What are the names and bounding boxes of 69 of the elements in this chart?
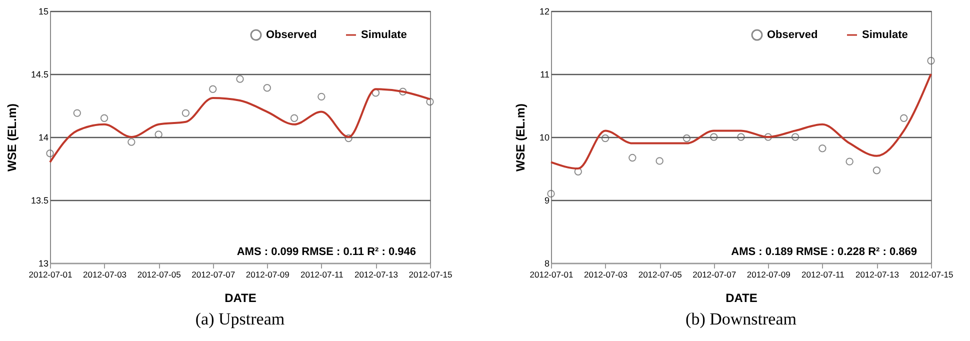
point: [927, 56, 935, 65]
y-tick-label: 11: [540, 70, 550, 80]
point: [900, 114, 908, 122]
y-tick-label: 12: [539, 6, 550, 16]
point: [209, 85, 217, 93]
point: [182, 109, 190, 117]
x-tick-label: 2012-07-03: [83, 270, 127, 280]
point: [547, 190, 555, 198]
y-tick-label: 8: [544, 258, 550, 268]
point: [872, 166, 881, 174]
x-tick-label: 2012-07-09: [246, 270, 290, 280]
point: [128, 138, 136, 146]
point: [290, 114, 298, 122]
point: [318, 92, 326, 101]
x-tick-label: 2012-07-05: [137, 270, 182, 280]
line-series: [550, 73, 932, 170]
point: [601, 134, 610, 142]
point: [236, 75, 244, 83]
point: [426, 98, 434, 106]
point: [737, 133, 745, 141]
legend-label: Observed: [767, 29, 818, 41]
x-tick-label: 2012-07-01: [28, 270, 73, 280]
x-tick-label: 2012-07-15: [910, 270, 954, 280]
x-tick-label: 2012-07-07: [692, 270, 736, 280]
text: (a) Upstream: [195, 310, 285, 328]
x-tick-label: 2012-07-09: [746, 270, 791, 280]
text: (b) Downstream: [686, 310, 796, 328]
point: [73, 109, 81, 117]
point: [399, 88, 407, 96]
y-tick-label: 10: [539, 132, 550, 142]
point: [710, 133, 718, 141]
line-series: [49, 88, 431, 164]
y-tick-label: 13.5: [30, 196, 48, 206]
point: [818, 144, 826, 152]
point: [764, 133, 772, 141]
y-axis-title: WSE (EL.m): [4, 104, 19, 172]
point: [656, 157, 664, 165]
x-tick-label: 2012-07-13: [354, 270, 398, 280]
x-tick-label: 2012-07-13: [855, 270, 900, 280]
x-axis-title: DATE: [224, 291, 256, 305]
x-tick-label: 2012-07-05: [638, 270, 682, 280]
y-axis-title: WSE (EL.m): [513, 104, 528, 172]
point: [263, 84, 271, 92]
annotation: AMS : 0.189 RMSE : 0.228 R² : 0.869: [731, 246, 917, 258]
x-tick-label: 2012-07-07: [192, 270, 236, 280]
x-axis-title: DATE: [726, 291, 758, 305]
point: [154, 130, 162, 138]
y-tick-label: 15: [38, 6, 48, 16]
legend-label: Simulate: [862, 29, 908, 41]
y-tick-label: 13: [38, 258, 48, 268]
point: [344, 134, 352, 142]
x-tick-label: 2012-07-03: [584, 270, 628, 280]
x-tick-label: 2012-07-11: [802, 270, 845, 280]
point: [100, 114, 108, 122]
y-tick-label: 14.5: [30, 70, 48, 80]
y-tick-label: 14: [38, 132, 48, 142]
point: [574, 168, 582, 176]
annotation: AMS : 0.099 RMSE : 0.11 R² : 0.946: [236, 246, 416, 258]
x-tick-label: 2012-07-11: [300, 270, 344, 280]
y-tick-label: 9: [544, 196, 550, 206]
point: [628, 154, 636, 162]
point: [682, 134, 691, 142]
x-tick-label: 2012-07-01: [530, 270, 574, 280]
legend-label: Simulate: [361, 29, 407, 41]
point: [846, 158, 854, 166]
point: [791, 133, 800, 141]
legend-label: Observed: [266, 29, 317, 41]
x-tick-label: 2012-07-15: [408, 270, 453, 280]
point: [46, 150, 54, 158]
